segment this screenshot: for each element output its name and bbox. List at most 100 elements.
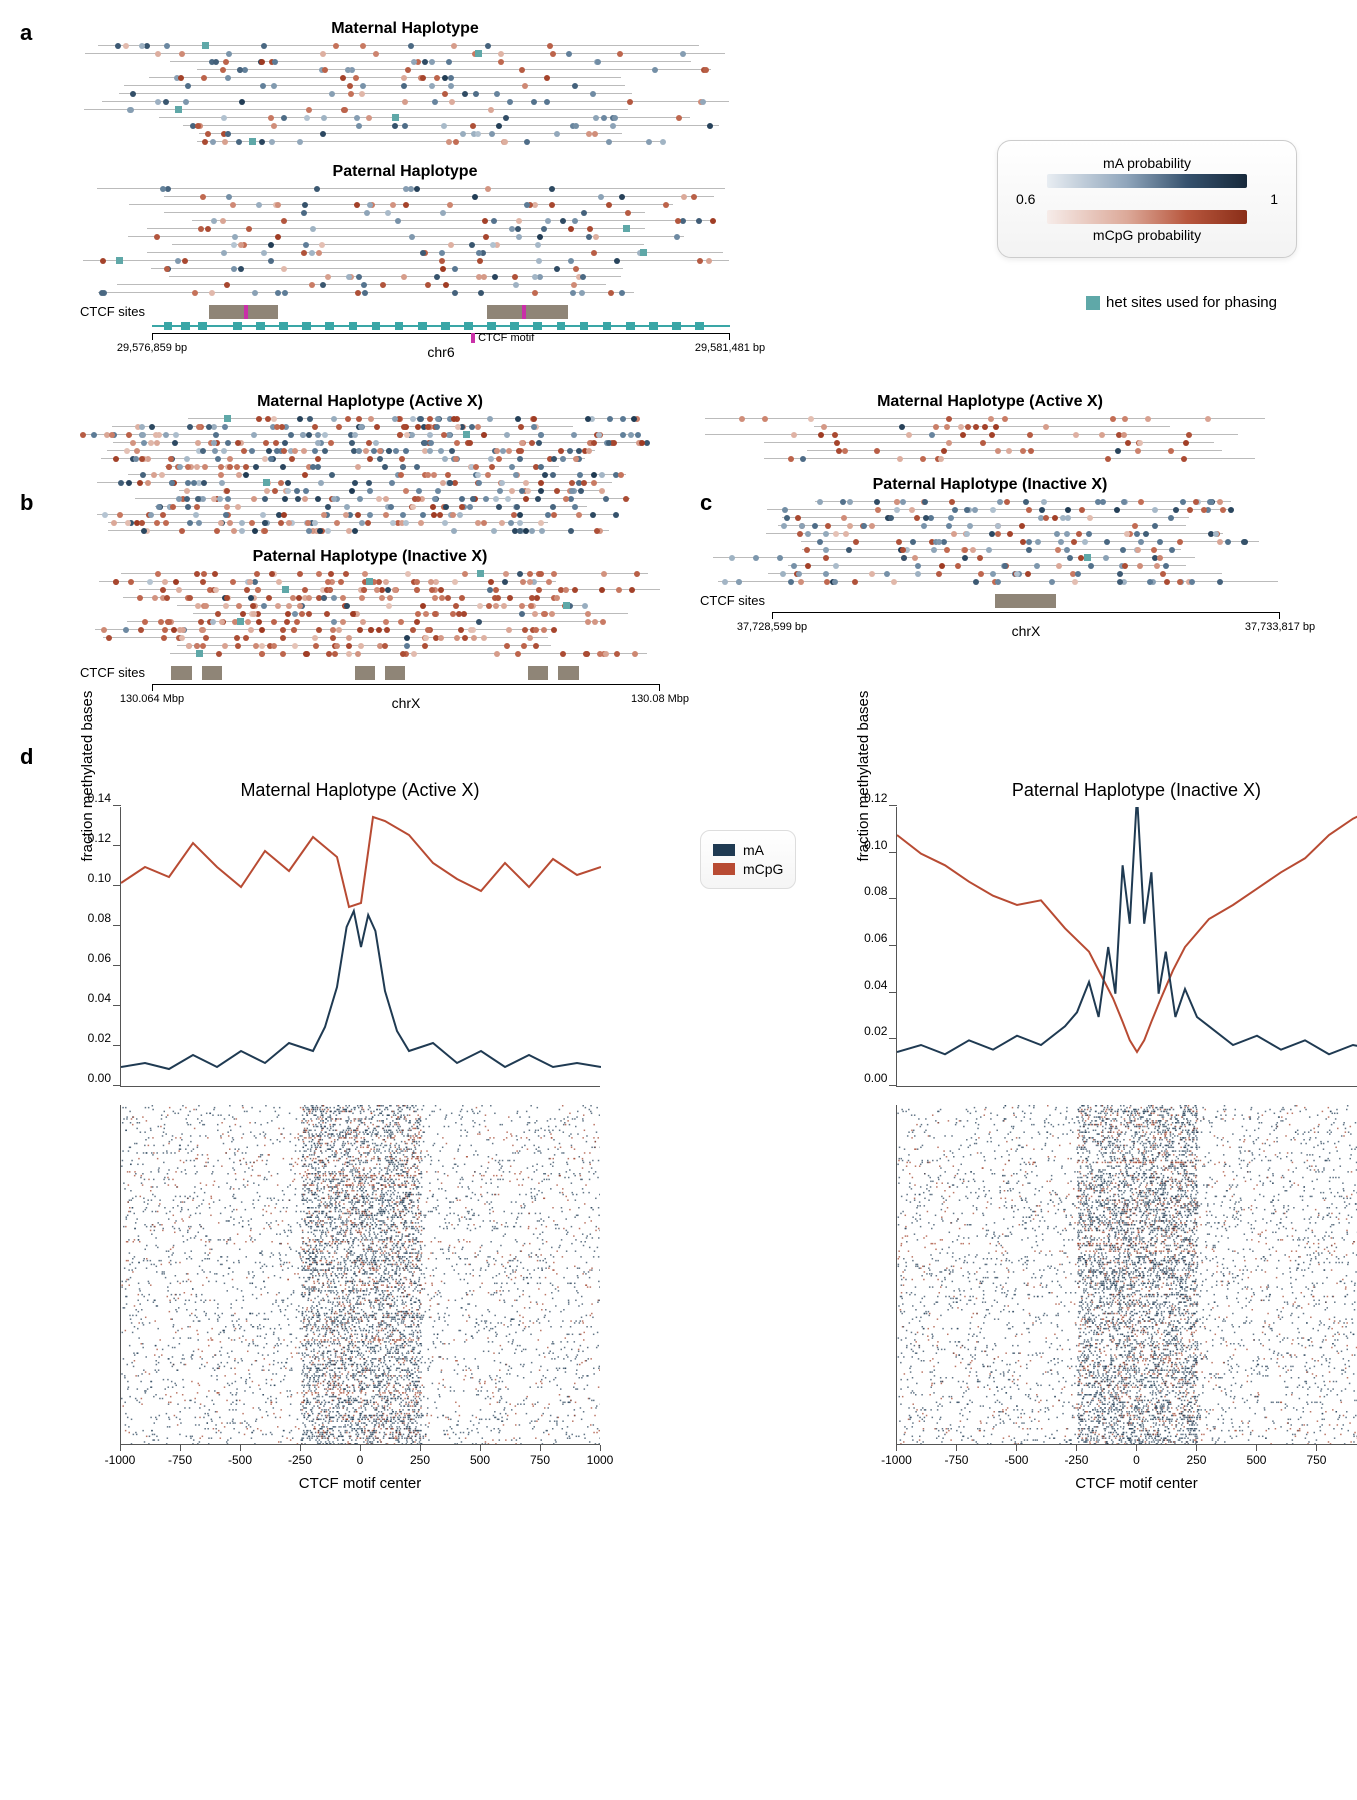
methylation-dot (385, 210, 391, 216)
heatmap-left (120, 1105, 600, 1445)
methylation-dot (187, 520, 193, 526)
methylation-dot (861, 523, 867, 529)
methylation-dot (325, 528, 331, 534)
methylation-dot (313, 643, 319, 649)
methylation-dot (149, 424, 155, 430)
methylation-dot (522, 627, 528, 633)
methylation-dot (1157, 539, 1163, 545)
het-site (463, 431, 470, 438)
methylation-dot (434, 424, 440, 430)
panel-d-left: Maternal Haplotype (Active X) fraction m… (120, 780, 600, 1492)
methylation-dot (404, 643, 410, 649)
methylation-dot (266, 448, 272, 454)
methylation-dot (261, 603, 267, 609)
methylation-dot (282, 496, 288, 502)
methylation-dot (301, 250, 307, 256)
methylation-dot (427, 416, 433, 422)
methylation-dot (1026, 507, 1032, 513)
methylation-dot (250, 603, 256, 609)
methylation-dot (429, 59, 435, 65)
methylation-dot (475, 424, 481, 430)
read-line (713, 557, 1195, 558)
methylation-dot (213, 432, 219, 438)
methylation-dot (549, 611, 555, 617)
methylation-dot (576, 512, 582, 518)
methylation-dot (415, 611, 421, 617)
methylation-dot (251, 611, 257, 617)
methylation-dot (254, 571, 260, 577)
methylation-dot (675, 218, 681, 224)
methylation-dot (989, 531, 995, 537)
read-line (97, 514, 614, 515)
methylation-dot (126, 480, 132, 486)
methylation-dot (487, 416, 493, 422)
methylation-dot (321, 115, 327, 121)
methylation-dot (409, 432, 415, 438)
methylation-dot (392, 416, 398, 422)
methylation-dot (340, 595, 346, 601)
methylation-dot (1049, 579, 1055, 585)
methylation-dot (1168, 515, 1174, 521)
methylation-dot (529, 595, 535, 601)
methylation-dot (833, 563, 839, 569)
methylation-dot (256, 619, 262, 625)
methylation-dot (305, 520, 311, 526)
methylation-dot (139, 424, 145, 430)
read-line (782, 517, 1189, 518)
methylation-dot (634, 571, 640, 577)
methylation-dot (106, 635, 112, 641)
methylation-dot (373, 440, 379, 446)
ctcf-peak (528, 666, 548, 680)
methylation-dot (290, 595, 296, 601)
read-line (164, 212, 645, 213)
methylation-dot (281, 448, 287, 454)
read-line (814, 426, 1170, 427)
methylation-dot (302, 472, 308, 478)
methylation-dot (253, 464, 259, 470)
methylation-dot (200, 194, 206, 200)
read-line (165, 466, 559, 467)
methylation-dot (383, 512, 389, 518)
exon (672, 322, 681, 330)
panel-b-maternal-reads (80, 418, 660, 531)
methylation-dot (154, 520, 160, 526)
methylation-dot (318, 480, 324, 486)
methylation-dot (322, 67, 328, 73)
read-line (807, 450, 1222, 451)
methylation-dot (320, 51, 326, 57)
methylation-dot (1201, 507, 1207, 513)
read-line (802, 549, 1181, 550)
methylation-dot (221, 448, 227, 454)
methylation-dot (343, 512, 349, 518)
read-line (199, 133, 623, 134)
methylation-dot (346, 651, 352, 657)
methylation-dot (340, 75, 346, 81)
panel-d-right-title: Paternal Haplotype (Inactive X) (896, 780, 1357, 801)
methylation-dot (874, 499, 880, 505)
read-line (83, 260, 729, 261)
exon (395, 322, 404, 330)
methylation-dot (427, 448, 433, 454)
methylation-dot (507, 595, 513, 601)
methylation-dot (403, 202, 409, 208)
methylation-dot (218, 464, 224, 470)
methylation-dot (509, 226, 515, 232)
methylation-dot (1006, 448, 1012, 454)
methylation-dot (176, 587, 182, 593)
methylation-dot (788, 456, 794, 462)
methylation-dot (475, 472, 481, 478)
methylation-dot (448, 242, 454, 248)
panel-b: Maternal Haplotype (Active X) Paternal H… (80, 393, 660, 714)
methylation-dot (306, 528, 312, 534)
methylation-dot (568, 226, 574, 232)
line-plot (897, 807, 1357, 1087)
methylation-dot (583, 651, 589, 657)
methylation-dot (100, 258, 106, 264)
methylation-dot (585, 611, 591, 617)
methylation-dot (519, 440, 525, 446)
xtick-label: 250 (1186, 1453, 1206, 1467)
methylation-dot (1217, 579, 1223, 585)
methylation-dot (451, 416, 457, 422)
read-line (170, 61, 691, 62)
methylation-dot (362, 290, 368, 296)
